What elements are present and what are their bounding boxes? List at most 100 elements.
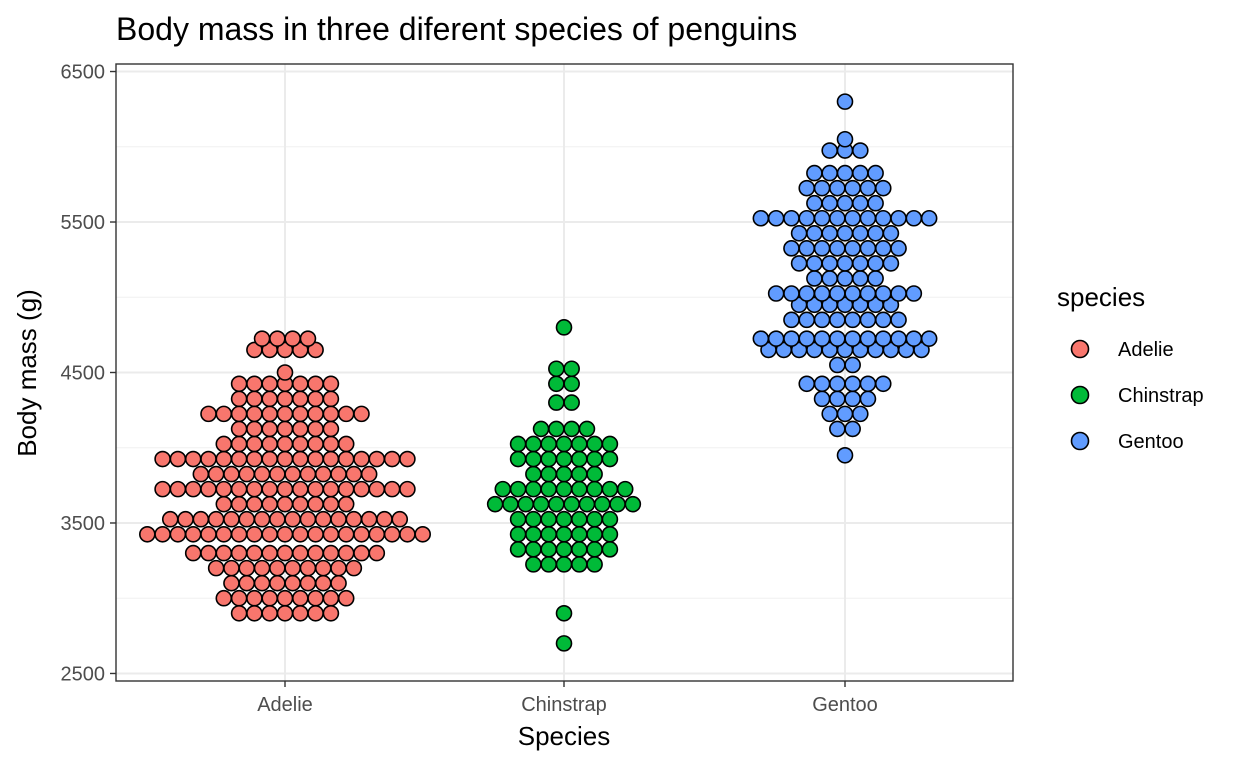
data-point — [246, 435, 263, 453]
data-point — [593, 495, 611, 513]
data-point — [299, 574, 317, 592]
data-point — [322, 525, 340, 543]
data-point — [215, 450, 233, 468]
data-point — [601, 450, 619, 468]
data-point — [601, 525, 619, 543]
data-point — [299, 559, 317, 577]
data-point — [821, 164, 839, 182]
data-point — [570, 465, 588, 483]
data-point — [200, 544, 217, 562]
data-point — [767, 209, 785, 227]
data-point — [806, 224, 823, 242]
data-point — [314, 465, 332, 483]
legend-key-chinstrap — [1070, 385, 1090, 405]
data-point — [555, 635, 573, 652]
data-point — [353, 405, 370, 423]
data-point — [555, 465, 573, 483]
data-point — [192, 510, 210, 528]
data-point — [291, 495, 309, 513]
data-point — [154, 480, 171, 498]
data-point — [829, 356, 846, 374]
data-point — [154, 450, 171, 468]
data-point — [844, 311, 861, 329]
data-point — [215, 589, 233, 607]
data-point — [399, 525, 416, 543]
data-point — [246, 420, 263, 438]
data-point — [299, 465, 317, 483]
data-point — [790, 224, 808, 242]
data-point — [844, 179, 861, 197]
data-point — [525, 450, 542, 468]
data-point — [307, 341, 324, 359]
data-point — [399, 450, 416, 468]
data-point — [836, 255, 854, 272]
data-point — [821, 255, 839, 272]
data-point — [246, 375, 263, 393]
data-point — [291, 405, 309, 423]
data-point — [836, 405, 854, 423]
data-point — [307, 420, 324, 438]
data-point — [578, 495, 596, 513]
x-tick-label: Adelie — [257, 694, 313, 716]
data-point — [798, 240, 816, 257]
data-point — [548, 394, 565, 411]
data-point — [376, 510, 393, 528]
data-point — [322, 390, 340, 408]
data-point — [844, 285, 861, 302]
data-point — [230, 405, 248, 423]
data-point — [207, 559, 225, 577]
data-point — [836, 130, 854, 148]
data-point — [307, 544, 324, 562]
data-point — [783, 311, 800, 329]
data-point — [391, 510, 409, 528]
data-point — [238, 465, 256, 483]
data-point — [230, 435, 248, 453]
data-point — [383, 525, 401, 543]
data-point — [353, 450, 370, 468]
data-point — [368, 480, 386, 498]
data-point — [813, 330, 831, 347]
data-point — [867, 270, 884, 287]
data-point — [246, 405, 263, 423]
data-point — [570, 556, 588, 573]
data-point — [337, 495, 355, 513]
data-point — [330, 465, 347, 483]
series-adelie — [139, 330, 432, 622]
data-point — [540, 525, 558, 543]
data-point — [548, 495, 565, 513]
data-point — [184, 480, 202, 498]
data-point — [200, 450, 217, 468]
data-point — [192, 465, 210, 483]
plot-panel: 2500 3500 4500 5500 6500 Adelie Chinstrap Gento… — [61, 62, 1014, 716]
data-point — [246, 450, 263, 468]
data-point — [563, 420, 580, 438]
data-point — [920, 330, 938, 347]
data-point — [813, 240, 831, 257]
data-point — [494, 480, 512, 498]
data-point — [859, 375, 877, 393]
data-point — [525, 480, 542, 498]
data-point — [291, 435, 309, 453]
data-point — [154, 525, 171, 543]
data-point — [890, 240, 907, 257]
data-point — [238, 574, 256, 592]
data-point — [322, 480, 340, 498]
data-point — [177, 510, 194, 528]
data-point — [269, 510, 286, 528]
data-point — [798, 375, 816, 393]
data-point — [525, 556, 542, 573]
data-point — [307, 589, 324, 607]
data-point — [563, 495, 580, 513]
data-point — [383, 480, 401, 498]
data-point — [230, 375, 248, 393]
legend: species Adelie Chinstrap Gentoo — [1057, 282, 1204, 453]
data-point — [813, 209, 831, 227]
data-point — [525, 510, 542, 528]
data-point — [246, 495, 263, 513]
y-axis-title: Body mass (g) — [12, 289, 42, 457]
x-tick-label: Chinstrap — [521, 694, 607, 716]
data-point — [509, 525, 527, 543]
data-point — [269, 559, 286, 577]
data-point — [851, 270, 869, 287]
data-point — [555, 556, 573, 573]
